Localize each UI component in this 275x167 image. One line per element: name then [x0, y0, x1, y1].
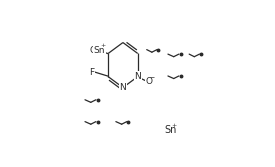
Text: N: N — [120, 83, 126, 92]
Text: F: F — [89, 68, 95, 77]
Text: +: + — [100, 43, 105, 48]
Text: O: O — [146, 77, 153, 86]
Text: N: N — [134, 72, 141, 81]
Text: Sn: Sn — [164, 125, 177, 135]
Text: −: − — [150, 74, 155, 79]
Text: O: O — [90, 46, 97, 55]
Text: +: + — [172, 123, 177, 128]
Text: Sn: Sn — [94, 46, 105, 55]
